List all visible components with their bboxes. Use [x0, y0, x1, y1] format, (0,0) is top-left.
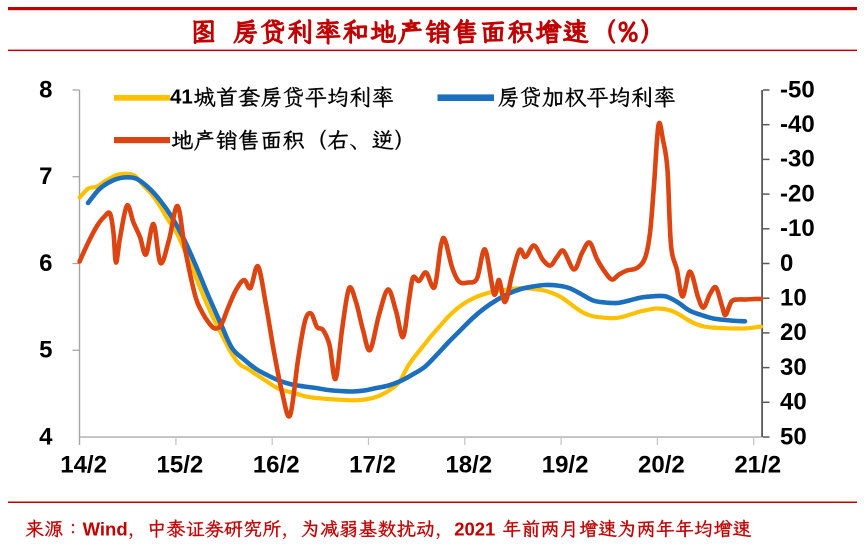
svg-text:5: 5 — [39, 337, 52, 364]
svg-text:50: 50 — [780, 423, 807, 450]
svg-text:-20: -20 — [780, 180, 815, 207]
svg-text:0: 0 — [780, 250, 793, 277]
svg-text:40: 40 — [780, 389, 807, 416]
svg-text:17/2: 17/2 — [349, 452, 396, 479]
svg-text:8: 8 — [39, 76, 52, 103]
svg-text:15/2: 15/2 — [157, 452, 204, 479]
svg-text:-10: -10 — [780, 215, 815, 242]
svg-text:4: 4 — [39, 423, 53, 450]
svg-text:7: 7 — [39, 163, 52, 190]
svg-text:30: 30 — [780, 354, 807, 381]
svg-text:Wind: Wind — [83, 519, 128, 540]
svg-text:2021: 2021 — [454, 519, 495, 540]
svg-text:16/2: 16/2 — [253, 452, 300, 479]
svg-text:6: 6 — [39, 250, 52, 277]
svg-text:-40: -40 — [780, 111, 815, 138]
svg-text:20/2: 20/2 — [638, 452, 685, 479]
svg-text:18/2: 18/2 — [445, 452, 492, 479]
svg-text:14/2: 14/2 — [60, 452, 107, 479]
svg-text:21/2: 21/2 — [734, 452, 781, 479]
svg-text:-50: -50 — [780, 76, 815, 103]
svg-text:10: 10 — [780, 285, 807, 312]
svg-text:19/2: 19/2 — [542, 452, 589, 479]
svg-text:41: 41 — [170, 86, 193, 109]
svg-text:-30: -30 — [780, 146, 815, 173]
svg-text:20: 20 — [780, 319, 807, 346]
